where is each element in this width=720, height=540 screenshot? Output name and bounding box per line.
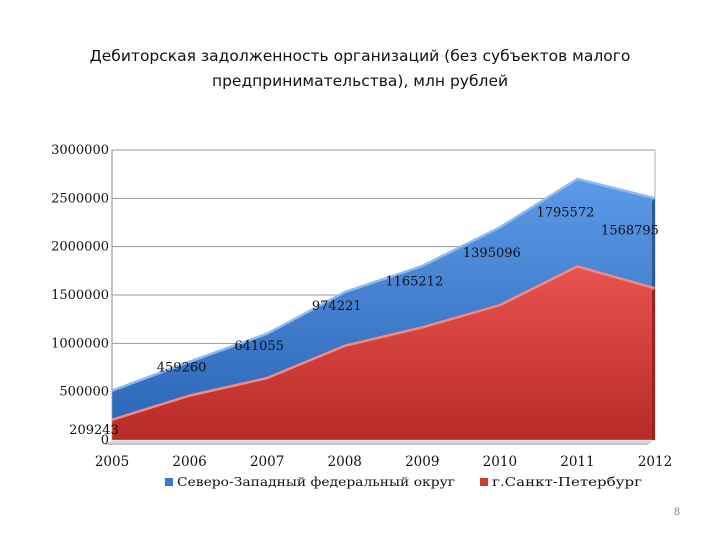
- data-label: 459260: [157, 361, 207, 376]
- y-tick-label: 3000000: [51, 143, 109, 158]
- area-series-nwfd-edge: [111, 177, 656, 392]
- x-tick-label: 2012: [638, 454, 672, 470]
- y-tick-label: 1500000: [51, 288, 109, 303]
- x-tick-label: 2005: [95, 454, 129, 470]
- legend-swatch: [480, 478, 488, 486]
- chart-title: Дебиторская задолженность организаций (б…: [89, 47, 631, 90]
- data-label: 209243: [69, 423, 119, 438]
- legend-label: г.Санкт-Петербург: [492, 474, 642, 489]
- data-label: 641055: [234, 339, 284, 354]
- chart-floor: [104, 440, 655, 445]
- x-tick-label: 2008: [328, 454, 362, 470]
- data-label: 1795572: [536, 205, 594, 220]
- area-series-spb-side: [652, 288, 655, 440]
- y-tick-label: 2000000: [51, 240, 109, 255]
- data-label: 1395096: [463, 246, 521, 261]
- x-tick-label: 2009: [405, 454, 439, 470]
- legend-label: Северо-Западный федеральный округ: [177, 474, 455, 489]
- data-label: 1568795: [601, 223, 659, 238]
- x-tick-label: 2006: [172, 454, 206, 470]
- y-tick-label: 500000: [59, 385, 109, 400]
- page-number: 8: [673, 506, 680, 518]
- x-tick-label: 2011: [560, 454, 594, 470]
- data-label: 974221: [312, 299, 362, 314]
- area-series-spb-edge: [111, 265, 656, 421]
- y-tick-label: 0: [101, 433, 109, 448]
- x-tick-label: 2010: [483, 454, 517, 470]
- legend-swatch: [165, 478, 173, 486]
- y-tick-label: 2500000: [51, 191, 109, 206]
- x-tick-label: 2007: [250, 454, 284, 470]
- y-tick-label: 1000000: [51, 336, 109, 351]
- data-label: 1165212: [385, 274, 443, 289]
